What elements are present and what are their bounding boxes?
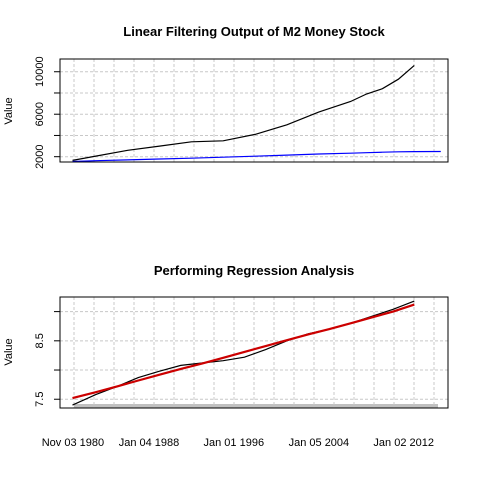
x-tick-label: Jan 01 1996 xyxy=(204,437,265,449)
x-tick-label: Nov 03 1980 xyxy=(42,437,104,449)
chart-top-title: Linear Filtering Output of M2 Money Stoc… xyxy=(123,24,385,39)
y-tick-label: 10000 xyxy=(34,56,46,87)
chart-bottom-plot-border xyxy=(59,296,449,409)
chart-top-y-axis: 2000 6000 10000 xyxy=(34,56,60,169)
chart-bottom-x-axis: Nov 03 1980 Jan 04 1988 Jan 01 1996 Jan 05 … xyxy=(42,437,434,449)
chart-bottom-series xyxy=(72,300,415,406)
y-tick-label: 8.5 xyxy=(34,333,46,348)
chart-top-plot-border xyxy=(59,58,449,163)
x-tick-label: Jan 05 2004 xyxy=(289,437,350,449)
chart-bottom-y-axis: 7.5 8.5 xyxy=(34,311,60,407)
chart-bottom-grid xyxy=(60,297,448,408)
chart-top-grid xyxy=(60,59,448,162)
y-tick-label: 2000 xyxy=(34,144,46,168)
chart-top-series xyxy=(72,64,441,163)
chart-bottom-date-band xyxy=(74,404,438,408)
x-tick-label: Jan 04 1988 xyxy=(119,437,180,449)
chart-bottom: Performing Regression Analysis 7.5 8.5 No… xyxy=(3,263,449,449)
chart-bottom-title: Performing Regression Analysis xyxy=(154,263,354,278)
y-tick-label: 7.5 xyxy=(34,392,46,407)
series-line-1 xyxy=(72,64,415,161)
series-line-2 xyxy=(72,303,415,400)
chart-top: Linear Filtering Output of M2 Money Stoc… xyxy=(3,24,449,169)
chart-top-y-label: Value xyxy=(3,97,15,124)
x-tick-label: Jan 02 2012 xyxy=(373,437,434,449)
chart-bottom-y-label: Value xyxy=(3,338,15,365)
y-tick-label: 6000 xyxy=(34,102,46,126)
series-line-2 xyxy=(72,150,441,163)
